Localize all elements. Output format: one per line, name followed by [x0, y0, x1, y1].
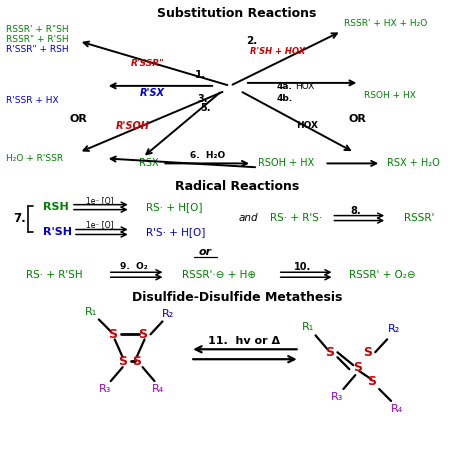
Text: RSSR' + O₂⊖: RSSR' + O₂⊖ [349, 270, 416, 280]
Text: R₁: R₁ [301, 322, 314, 333]
Text: R₃: R₃ [99, 384, 111, 394]
Text: R₂: R₂ [388, 324, 400, 334]
Text: R₃: R₃ [331, 392, 344, 402]
Text: R'SSR": R'SSR" [131, 59, 164, 67]
Text: S: S [367, 375, 376, 388]
Text: R₂: R₂ [162, 309, 174, 318]
Text: RSSR'·⊖ + H⊕: RSSR'·⊖ + H⊕ [182, 270, 256, 280]
Text: 3.: 3. [197, 94, 208, 104]
Text: or: or [199, 247, 212, 257]
Text: 10.: 10. [294, 262, 311, 272]
Text: Radical Reactions: Radical Reactions [175, 180, 299, 193]
Text: S: S [325, 346, 334, 359]
Text: R'S· + H[O]: R'S· + H[O] [146, 227, 205, 237]
Text: 5.: 5. [200, 103, 210, 113]
Text: 4b.: 4b. [277, 94, 293, 103]
Text: and: and [238, 213, 258, 223]
Text: 9.  O₂: 9. O₂ [120, 262, 147, 271]
Text: S: S [353, 361, 362, 374]
Text: 7.: 7. [13, 212, 26, 225]
Text: HOX: HOX [295, 82, 314, 91]
Text: RS· + R'SH: RS· + R'SH [26, 270, 83, 280]
Text: RSSR" + R'SH: RSSR" + R'SH [6, 35, 69, 44]
Text: 4a.: 4a. [277, 82, 292, 91]
Text: Substitution Reactions: Substitution Reactions [157, 7, 317, 20]
Text: R'SH: R'SH [43, 227, 72, 237]
Text: RSSR': RSSR' [404, 213, 434, 223]
Text: RSX + H₂O: RSX + H₂O [387, 158, 440, 169]
Text: R'SH + HOX: R'SH + HOX [250, 47, 305, 55]
Text: 1.: 1. [195, 70, 206, 80]
Text: 2.: 2. [246, 36, 257, 46]
Text: HOX: HOX [297, 121, 319, 130]
Text: 11.  hv or Δ: 11. hv or Δ [208, 336, 280, 346]
Text: RS· + R'S·: RS· + R'S· [270, 213, 322, 223]
Text: H₂O + R'SSR: H₂O + R'SSR [6, 154, 64, 163]
Text: R'SOH: R'SOH [116, 121, 150, 131]
Text: RSSR' + R"SH: RSSR' + R"SH [6, 25, 69, 34]
Text: R'SSR + HX: R'SSR + HX [6, 96, 59, 105]
Text: 1e⁻ [O]: 1e⁻ [O] [86, 196, 114, 205]
Text: RSOH + HX: RSOH + HX [364, 91, 416, 100]
Text: RSOH + HX: RSOH + HX [257, 158, 314, 169]
Text: RSX: RSX [139, 158, 158, 169]
Text: R₁: R₁ [85, 306, 97, 316]
Text: S: S [108, 328, 117, 341]
Text: RSH: RSH [43, 202, 69, 212]
Text: S: S [138, 328, 147, 341]
Text: S: S [118, 355, 127, 368]
Text: RS· + H[O]: RS· + H[O] [146, 202, 202, 212]
Text: OR: OR [70, 114, 88, 124]
Text: R₄: R₄ [152, 384, 164, 394]
Text: S: S [363, 346, 372, 359]
Text: S: S [132, 355, 141, 368]
Text: R'SSR" + RSH: R'SSR" + RSH [6, 45, 69, 54]
Text: R'SX: R'SX [140, 88, 165, 98]
Text: OR: OR [348, 114, 366, 124]
Text: Disulfide-Disulfide Metathesis: Disulfide-Disulfide Metathesis [132, 291, 342, 304]
Text: RSSR' + HX + H₂O: RSSR' + HX + H₂O [345, 19, 428, 28]
Text: 1e⁻ [O]: 1e⁻ [O] [86, 220, 114, 230]
Text: 8.: 8. [350, 206, 361, 216]
Text: R₄: R₄ [391, 404, 403, 414]
Text: 6.  H₂O: 6. H₂O [190, 151, 225, 160]
